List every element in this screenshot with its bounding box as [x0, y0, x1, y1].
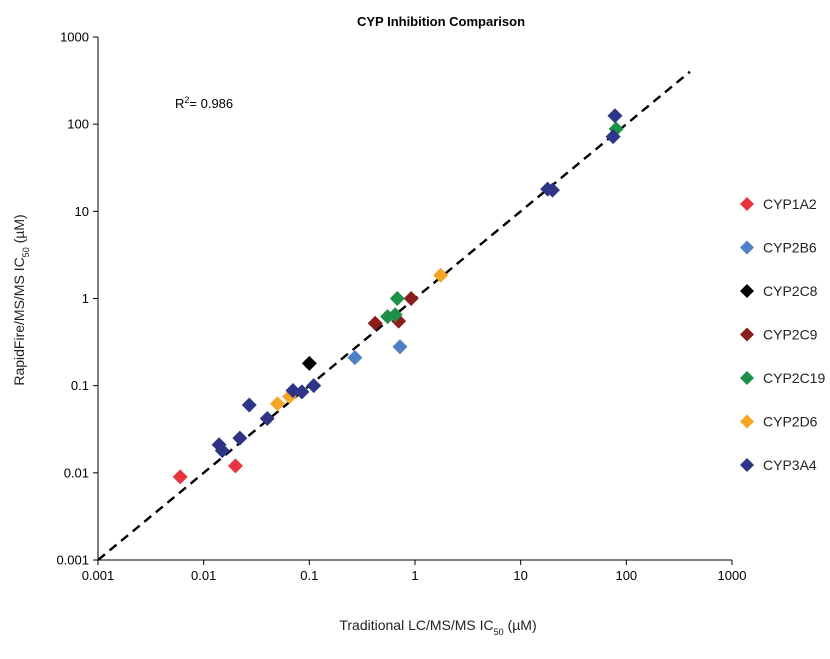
legend-marker — [740, 240, 754, 255]
data-point — [367, 315, 383, 331]
data-point — [392, 339, 408, 355]
data-point — [172, 469, 188, 485]
x-tick-label: 0.01 — [191, 568, 216, 583]
data-point — [232, 430, 248, 446]
x-tick-label: 1000 — [718, 568, 747, 583]
x-axis-label: Traditional LC/MS/MS IC50 (µM) — [339, 617, 536, 637]
plot-area: 0.001 0.01 0.1 1 10 100 1000 0.001 0.01 0.1 1 10 10… — [56, 30, 746, 584]
legend-marker — [740, 371, 754, 385]
legend-item-cyp2c8: CYP2C8 — [740, 283, 818, 299]
legend-label: CYP3A4 — [763, 457, 817, 473]
y-ticks: 0.001 0.01 0.1 1 10 100 1000 — [56, 30, 98, 568]
legend-label: CYP2C9 — [763, 327, 818, 343]
data-point — [285, 383, 301, 399]
series-cyp2c19 — [380, 121, 624, 325]
x-tick-label: 1 — [411, 568, 418, 583]
data-point — [389, 291, 405, 306]
y-tick-label: 100 — [67, 117, 89, 132]
x-tick-label: 10 — [513, 568, 527, 583]
series-cyp2b6 — [347, 339, 408, 366]
series-cyp2c8 — [301, 355, 317, 371]
data-point — [227, 458, 243, 474]
legend-marker — [740, 327, 754, 342]
y-tick-label: 10 — [75, 204, 89, 219]
data-point — [433, 267, 449, 283]
legend-marker — [740, 284, 754, 298]
data-point — [301, 355, 317, 371]
legend-item-cyp2d6: CYP2D6 — [740, 414, 818, 430]
legend-marker — [740, 197, 754, 211]
data-point — [605, 129, 621, 145]
legend-marker — [740, 458, 754, 472]
series-cyp2d6 — [270, 267, 449, 412]
data-points — [172, 108, 624, 485]
data-point — [259, 411, 275, 427]
data-point — [214, 443, 230, 459]
legend-label: CYP2B6 — [763, 240, 817, 256]
legend-marker — [740, 414, 754, 429]
data-point — [306, 378, 322, 394]
data-point — [403, 291, 419, 306]
x-tick-label: 0.001 — [82, 568, 115, 583]
data-point — [270, 396, 286, 412]
legend-label: CYP2D6 — [763, 414, 818, 430]
data-point — [387, 307, 403, 323]
x-tick-label: 0.1 — [300, 568, 318, 583]
data-point — [347, 350, 363, 366]
legend-item-cyp1a2: CYP1A2 — [740, 196, 817, 212]
y-axis-label: RapidFire/MS/MS IC50 (µM) — [11, 214, 31, 385]
data-point — [241, 397, 257, 413]
data-point — [544, 182, 560, 198]
y-tick-label: 0.1 — [71, 378, 89, 393]
legend-label: CYP2C8 — [763, 283, 818, 299]
x-ticks: 0.001 0.01 0.1 1 10 100 1000 — [82, 560, 747, 583]
legend-item-cyp3a4: CYP3A4 — [740, 457, 817, 473]
legend: CYP1A2 CYP2B6 CYP2C8 CYP2C9 CYP2C19 CYP2D6 CYP… — [740, 196, 825, 473]
y-tick-label: 1 — [82, 291, 89, 306]
r-squared-annotation: R2= 0.986 — [175, 95, 233, 111]
chart-title: CYP Inhibition Comparison — [357, 14, 525, 29]
y-tick-label: 0.001 — [56, 553, 89, 568]
legend-item-cyp2c9: CYP2C9 — [740, 327, 818, 343]
y-tick-label: 0.01 — [64, 465, 89, 480]
legend-item-cyp2b6: CYP2B6 — [740, 240, 817, 256]
series-cyp1a2 — [172, 458, 243, 485]
legend-item-cyp2c19: CYP2C19 — [740, 370, 825, 386]
x-tick-label: 100 — [615, 568, 637, 583]
series-cyp3a4 — [211, 108, 623, 459]
y-tick-label: 1000 — [60, 30, 89, 45]
legend-label: CYP1A2 — [763, 196, 817, 212]
data-point — [294, 384, 310, 400]
legend-label: CYP2C19 — [763, 370, 825, 386]
data-point — [607, 108, 623, 124]
